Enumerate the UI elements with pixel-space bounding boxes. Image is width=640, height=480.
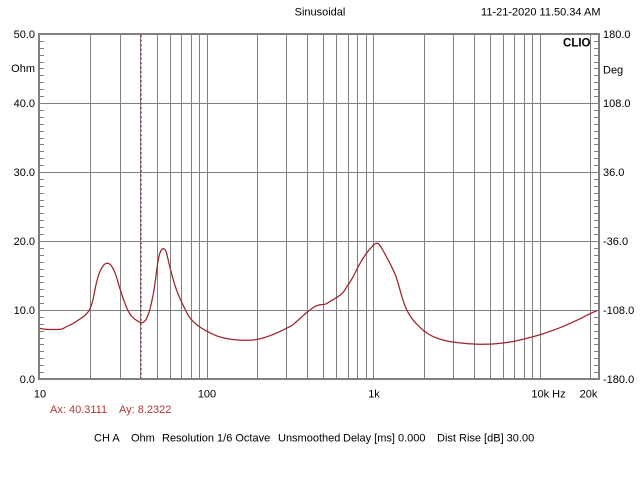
svg-text:Unsmoothed: Unsmoothed [278, 433, 340, 445]
svg-text:0.0: 0.0 [20, 374, 35, 386]
svg-text:36.0: 36.0 [603, 167, 624, 179]
svg-text:Resolution 1/6 Octave: Resolution 1/6 Octave [162, 433, 270, 445]
svg-text:30.0: 30.0 [14, 167, 35, 179]
svg-text:Delay [ms] 0.000: Delay [ms] 0.000 [343, 433, 426, 445]
svg-text:Dist Rise [dB] 30.00: Dist Rise [dB] 30.00 [437, 433, 534, 445]
svg-text:Ax: 40.3111: Ax: 40.3111 [50, 404, 107, 416]
svg-text:Ay: 8.2322: Ay: 8.2322 [119, 404, 171, 416]
svg-text:-180.0: -180.0 [603, 374, 634, 386]
svg-text:Ohm: Ohm [11, 63, 35, 75]
svg-text:11-21-2020 11.50.34 AM: 11-21-2020 11.50.34 AM [481, 7, 600, 19]
svg-text:40.0: 40.0 [14, 98, 35, 110]
svg-text:-36.0: -36.0 [603, 236, 628, 248]
svg-text:10k Hz: 10k Hz [531, 389, 565, 401]
svg-text:50.0: 50.0 [14, 29, 35, 41]
svg-text:20k: 20k [580, 389, 598, 401]
svg-text:-108.0: -108.0 [603, 305, 634, 317]
svg-text:180.0: 180.0 [603, 29, 631, 41]
svg-text:100: 100 [198, 389, 216, 401]
svg-text:10.0: 10.0 [14, 305, 35, 317]
svg-text:1k: 1k [368, 389, 380, 401]
svg-text:CLIO: CLIO [563, 38, 591, 50]
svg-text:10: 10 [34, 389, 46, 401]
svg-text:Sinusoidal: Sinusoidal [295, 7, 346, 19]
svg-text:20.0: 20.0 [14, 236, 35, 248]
svg-text:CH A: CH A [94, 433, 120, 445]
svg-text:108.0: 108.0 [603, 98, 631, 110]
svg-text:Deg: Deg [603, 65, 623, 77]
svg-text:Ohm: Ohm [131, 433, 155, 445]
